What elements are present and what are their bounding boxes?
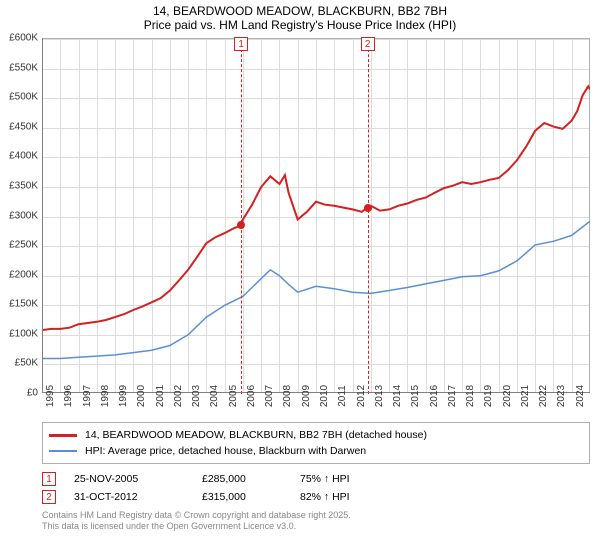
x-tick-label: 2014	[392, 385, 403, 407]
x-tick-label: 1998	[100, 385, 111, 407]
marker-label-2: 2	[361, 37, 375, 51]
y-tick-label: £500K	[9, 92, 38, 103]
y-tick-label: £100K	[9, 328, 38, 339]
x-tick-label: 2003	[191, 385, 202, 407]
marker-label-1: 1	[234, 37, 248, 51]
x-tick-label: 2000	[136, 385, 147, 407]
y-tick-label: £400K	[9, 151, 38, 162]
x-tick-label: 2021	[520, 385, 531, 407]
legend-item: 14, BEARDWOOD MEADOW, BLACKBURN, BB2 7BH…	[49, 427, 583, 443]
title-line-2: Price paid vs. HM Land Registry's House …	[0, 18, 600, 32]
x-tick-label: 2002	[173, 385, 184, 407]
x-tick-label: 1997	[82, 385, 93, 407]
x-tick-label: 2004	[209, 385, 220, 407]
chart-area: 12 £0£50K£100K£150K£200K£250K£300K£350K£…	[42, 38, 590, 420]
line-plot-svg	[42, 39, 590, 394]
x-tick-label: 2022	[538, 385, 549, 407]
x-tick-label: 2023	[556, 385, 567, 407]
chart-title: 14, BEARDWOOD MEADOW, BLACKBURN, BB2 7BH…	[0, 0, 600, 32]
footer: Contains HM Land Registry data © Crown c…	[42, 510, 600, 532]
legend: 14, BEARDWOOD MEADOW, BLACKBURN, BB2 7BH…	[42, 422, 590, 464]
y-tick-label: £450K	[9, 121, 38, 132]
x-tick-label: 2013	[374, 385, 385, 407]
sale-hpi: 82% ↑ HPI	[300, 491, 390, 503]
title-line-1: 14, BEARDWOOD MEADOW, BLACKBURN, BB2 7BH	[0, 4, 600, 18]
series-property	[42, 86, 590, 330]
x-tick-label: 2017	[447, 385, 458, 407]
sale-marker: 1	[42, 472, 56, 486]
sale-date: 31-OCT-2012	[74, 491, 184, 503]
series-hpi	[42, 221, 590, 358]
x-tick-label: 2016	[429, 385, 440, 407]
y-tick-label: £150K	[9, 299, 38, 310]
plot-region: 12	[42, 38, 590, 393]
footer-line-1: Contains HM Land Registry data © Crown c…	[42, 510, 600, 521]
x-tick-label: 1999	[118, 385, 129, 407]
sale-row: 1 25-NOV-2005 £285,000 75% ↑ HPI	[42, 470, 600, 488]
x-tick-label: 2012	[356, 385, 367, 407]
legend-label: HPI: Average price, detached house, Blac…	[85, 445, 366, 457]
x-tick-label: 2001	[155, 385, 166, 407]
marker-line-2	[368, 39, 369, 394]
sale-hpi: 75% ↑ HPI	[300, 473, 390, 485]
legend-label: 14, BEARDWOOD MEADOW, BLACKBURN, BB2 7BH…	[85, 429, 427, 441]
sale-price: £285,000	[202, 473, 282, 485]
sale-date: 25-NOV-2005	[74, 473, 184, 485]
sale-price: £315,000	[202, 491, 282, 503]
legend-swatch	[49, 434, 77, 437]
x-tick-label: 2024	[575, 385, 586, 407]
x-tick-label: 2018	[465, 385, 476, 407]
x-tick-label: 2019	[483, 385, 494, 407]
x-tick-label: 2010	[319, 385, 330, 407]
sale-marker: 2	[42, 490, 56, 504]
marker-dot-2	[364, 204, 372, 212]
x-tick-label: 2011	[337, 385, 348, 407]
y-tick-label: £250K	[9, 240, 38, 251]
sale-row: 2 31-OCT-2012 £315,000 82% ↑ HPI	[42, 488, 600, 506]
x-tick-label: 2008	[282, 385, 293, 407]
sales-table: 1 25-NOV-2005 £285,000 75% ↑ HPI 2 31-OCT-201…	[42, 470, 600, 506]
y-tick-label: £300K	[9, 210, 38, 221]
footer-line-2: This data is licensed under the Open Gov…	[42, 521, 600, 532]
y-tick-label: £50K	[15, 358, 38, 369]
y-tick-label: £0	[27, 388, 38, 399]
legend-item: HPI: Average price, detached house, Blac…	[49, 443, 583, 459]
x-tick-label: 2005	[228, 385, 239, 407]
x-tick-label: 2006	[246, 385, 257, 407]
legend-swatch	[49, 450, 77, 452]
x-tick-label: 2015	[410, 385, 421, 407]
x-tick-label: 2020	[502, 385, 513, 407]
y-tick-label: £200K	[9, 269, 38, 280]
x-tick-label: 2007	[264, 385, 275, 407]
y-tick-label: £550K	[9, 62, 38, 73]
x-tick-label: 1995	[45, 385, 56, 407]
y-tick-label: £600K	[9, 33, 38, 44]
x-tick-label: 2009	[301, 385, 312, 407]
marker-line-1	[241, 39, 242, 394]
y-axis	[42, 38, 43, 393]
y-tick-label: £350K	[9, 180, 38, 191]
x-tick-label: 1996	[63, 385, 74, 407]
